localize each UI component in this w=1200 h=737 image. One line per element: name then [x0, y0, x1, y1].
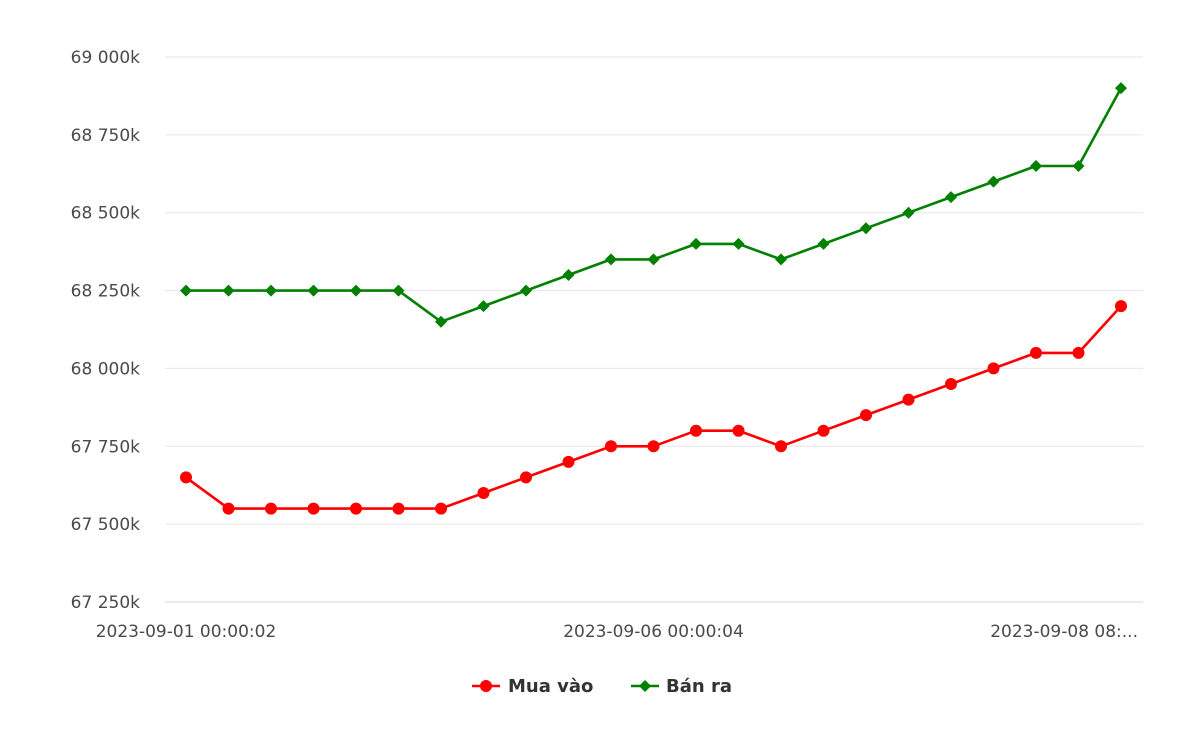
- data-point-circle[interactable]: [222, 502, 235, 515]
- data-point-diamond[interactable]: [945, 191, 957, 204]
- data-point-diamond[interactable]: [307, 284, 320, 297]
- data-point-circle[interactable]: [732, 424, 745, 437]
- y-tick-label: 68 750k: [71, 126, 140, 146]
- data-point-circle[interactable]: [817, 424, 830, 437]
- y-tick-label: 69 000k: [71, 48, 140, 68]
- y-tick-label: 67 250k: [71, 593, 140, 613]
- data-point-circle[interactable]: [392, 502, 405, 515]
- data-point-circle[interactable]: [1072, 346, 1085, 359]
- x-axis-tick-labels: 2023-09-01 00:00:02 2023-09-06 00:00:04 20…: [96, 622, 1138, 642]
- y-tick-label: 67 500k: [71, 515, 140, 535]
- series-lines: [180, 82, 1127, 515]
- data-point-diamond[interactable]: [1030, 160, 1042, 172]
- data-point-circle[interactable]: [265, 502, 277, 515]
- y-tick-label: 68 250k: [71, 282, 140, 302]
- series-mua-vao[interactable]: [180, 300, 1127, 515]
- data-point-diamond[interactable]: [392, 284, 405, 297]
- legend-item-ban-ra[interactable]: Bán ra: [631, 676, 732, 697]
- data-point-circle[interactable]: [647, 440, 660, 453]
- data-point-diamond[interactable]: [477, 300, 490, 313]
- data-point-diamond[interactable]: [647, 253, 660, 266]
- data-point-diamond[interactable]: [860, 222, 872, 235]
- data-point-circle[interactable]: [1030, 346, 1042, 359]
- data-point-circle[interactable]: [520, 471, 532, 484]
- legend-label: Mua vào: [508, 676, 593, 697]
- y-tick-label: 68 500k: [71, 204, 140, 224]
- y-axis-tick-labels: 67 250k 67 500k 67 750k 68 000k 68 250k 68 50…: [71, 48, 140, 613]
- data-point-circle[interactable]: [987, 362, 1000, 375]
- legend[interactable]: Mua vào Bán ra: [472, 676, 732, 697]
- data-point-circle[interactable]: [350, 502, 362, 515]
- data-point-diamond[interactable]: [1072, 160, 1085, 172]
- y-tick-label: 68 000k: [71, 359, 140, 379]
- data-point-circle[interactable]: [945, 378, 957, 390]
- data-point-diamond[interactable]: [605, 253, 617, 266]
- data-point-circle[interactable]: [477, 487, 490, 499]
- data-point-diamond[interactable]: [180, 284, 192, 297]
- data-point-circle[interactable]: [180, 471, 192, 484]
- data-point-circle[interactable]: [605, 440, 617, 453]
- data-point-diamond[interactable]: [265, 284, 277, 297]
- legend-diamond-marker: [639, 680, 651, 692]
- data-point-diamond[interactable]: [902, 206, 915, 219]
- grid-lines: [165, 56, 1143, 603]
- y-tick-label: 67 750k: [71, 437, 140, 457]
- series-ban-ra[interactable]: [180, 82, 1127, 328]
- data-point-diamond[interactable]: [732, 237, 745, 250]
- data-point-diamond[interactable]: [520, 284, 532, 297]
- x-tick-label: 2023-09-06 00:00:04: [563, 622, 744, 642]
- data-point-circle[interactable]: [1115, 300, 1127, 313]
- data-point-circle[interactable]: [690, 424, 702, 437]
- data-point-circle[interactable]: [860, 409, 872, 422]
- data-point-diamond[interactable]: [775, 253, 787, 266]
- legend-circle-marker: [480, 680, 492, 692]
- legend-label: Bán ra: [666, 676, 732, 697]
- x-tick-label: 2023-09-01 00:00:02: [96, 622, 277, 642]
- data-point-diamond[interactable]: [562, 269, 575, 281]
- data-point-diamond[interactable]: [350, 284, 362, 297]
- data-point-circle[interactable]: [775, 440, 787, 453]
- data-point-circle[interactable]: [902, 393, 915, 406]
- data-point-diamond[interactable]: [817, 237, 830, 250]
- data-point-diamond[interactable]: [690, 237, 702, 250]
- data-point-diamond[interactable]: [987, 175, 1000, 188]
- series-line: [184, 86, 1123, 324]
- data-point-circle[interactable]: [435, 502, 447, 515]
- legend-item-mua-vao[interactable]: Mua vào: [472, 676, 593, 697]
- data-point-circle[interactable]: [562, 455, 575, 468]
- x-tick-label: 2023-09-08 08:...: [990, 622, 1138, 642]
- data-point-diamond[interactable]: [435, 315, 447, 328]
- data-point-circle[interactable]: [307, 502, 320, 515]
- data-point-diamond[interactable]: [222, 284, 235, 297]
- series-line: [184, 304, 1123, 510]
- data-point-diamond[interactable]: [1115, 82, 1127, 95]
